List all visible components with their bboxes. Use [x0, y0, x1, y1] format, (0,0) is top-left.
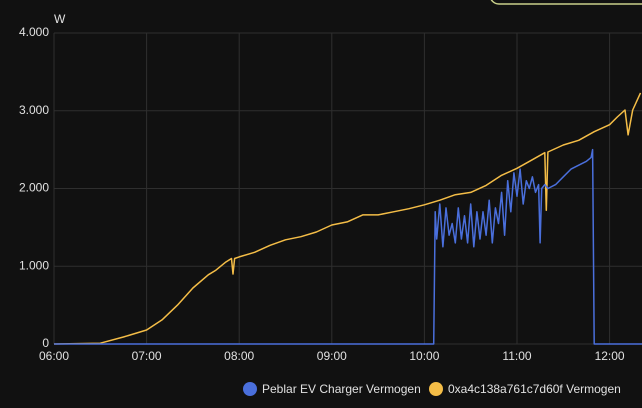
x-tick-label: 08:00 — [224, 349, 254, 363]
series-line — [54, 148, 642, 345]
y-tick-label: 4.000 — [19, 25, 49, 39]
x-tick-label: 06:00 — [39, 349, 69, 363]
top-pill — [490, 0, 642, 5]
x-tick-label: 10:00 — [409, 349, 439, 363]
y-tick-label: 1.000 — [19, 258, 49, 272]
y-tick-label: 2.000 — [19, 181, 49, 195]
series-line — [53, 92, 642, 345]
legend-swatch — [243, 382, 257, 396]
x-tick-label: 11:00 — [502, 349, 531, 363]
x-tick-label: 12:00 — [595, 349, 625, 363]
y-tick-label: 0 — [42, 336, 49, 350]
legend-label: Peblar EV Charger Vermogen — [262, 382, 421, 396]
x-tick-label: 09:00 — [317, 349, 347, 363]
legend-swatch — [429, 382, 443, 396]
y-unit: W — [54, 12, 66, 26]
y-tick-label: 3.000 — [19, 103, 49, 117]
x-tick-label: 07:00 — [132, 349, 162, 363]
legend-label: 0xa4c138a761c7d60f Vermogen — [448, 382, 621, 396]
